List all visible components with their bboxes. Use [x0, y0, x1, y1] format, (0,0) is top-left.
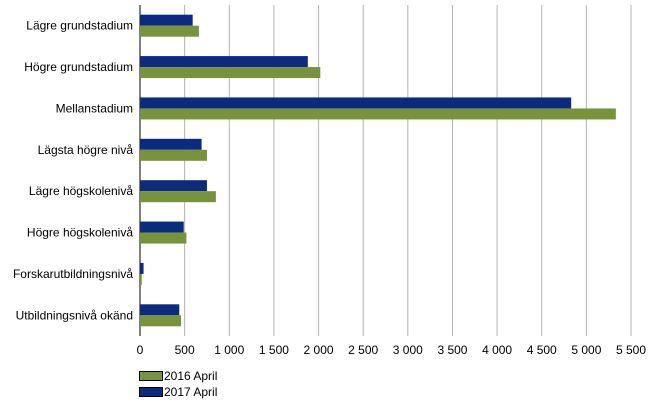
bar-2016: [140, 25, 199, 37]
bar-2017: [140, 56, 308, 68]
x-tick-label: 5 000: [571, 343, 601, 357]
category-label: Högre grundstadium: [24, 60, 133, 74]
bar-2016: [140, 232, 187, 244]
legend: 2016 April 2017 April: [139, 368, 217, 400]
category-labels: Lägre grundstadium Högre grundstadium Mell…: [13, 19, 133, 323]
legend-swatch-2017: [139, 387, 163, 397]
x-tick-label: 500: [175, 343, 195, 357]
bar-2016: [140, 67, 321, 79]
bar-2017: [140, 304, 180, 316]
bars: [140, 14, 616, 327]
legend-item-2016: 2016 April: [139, 368, 217, 384]
legend-label-2017: 2017 April: [164, 385, 218, 399]
legend-item-2017: 2017 April: [139, 384, 217, 400]
bar-2016: [140, 191, 216, 203]
category-label: Högre högskolenivå: [27, 226, 133, 240]
x-tick-label: 1 500: [259, 343, 289, 357]
x-tick-label: 2 000: [304, 343, 334, 357]
x-tick-label: 5 500: [616, 343, 646, 357]
bar-2016: [140, 315, 182, 327]
x-tick-label: 0: [137, 343, 144, 357]
bar-2016: [140, 108, 616, 120]
category-label: Lägsta högre nivå: [38, 143, 134, 157]
x-tick-label: 1 000: [214, 343, 244, 357]
bar-2017: [140, 221, 184, 233]
x-tick-label: 2 500: [348, 343, 378, 357]
bar-2017: [140, 180, 207, 192]
category-label: Utbildningsnivå okänd: [16, 308, 133, 322]
category-label: Lägre högskolenivå: [29, 184, 133, 198]
legend-swatch-2016: [139, 371, 163, 381]
bar-2016: [140, 273, 142, 285]
grid-lines: [139, 5, 632, 336]
x-tick-label: 4 500: [527, 343, 557, 357]
bar-2017: [140, 138, 202, 150]
x-tick-label: 4 000: [482, 343, 512, 357]
category-label: Mellanstadium: [56, 101, 133, 115]
x-tick-labels: 0 500 1 000 1 500 2 000 2 500 3 000 3 500 4 000 4…: [137, 343, 647, 357]
bar-2017: [140, 97, 572, 109]
x-tick-label: 3 500: [437, 343, 467, 357]
category-label: Lägre grundstadium: [26, 19, 133, 33]
legend-label-2016: 2016 April: [164, 369, 218, 383]
bar-2017: [140, 14, 193, 26]
x-tick-label: 3 000: [393, 343, 423, 357]
category-label: Forskarutbildningsnivå: [13, 267, 133, 281]
bar-2017: [140, 262, 144, 274]
bar-2016: [140, 149, 207, 161]
